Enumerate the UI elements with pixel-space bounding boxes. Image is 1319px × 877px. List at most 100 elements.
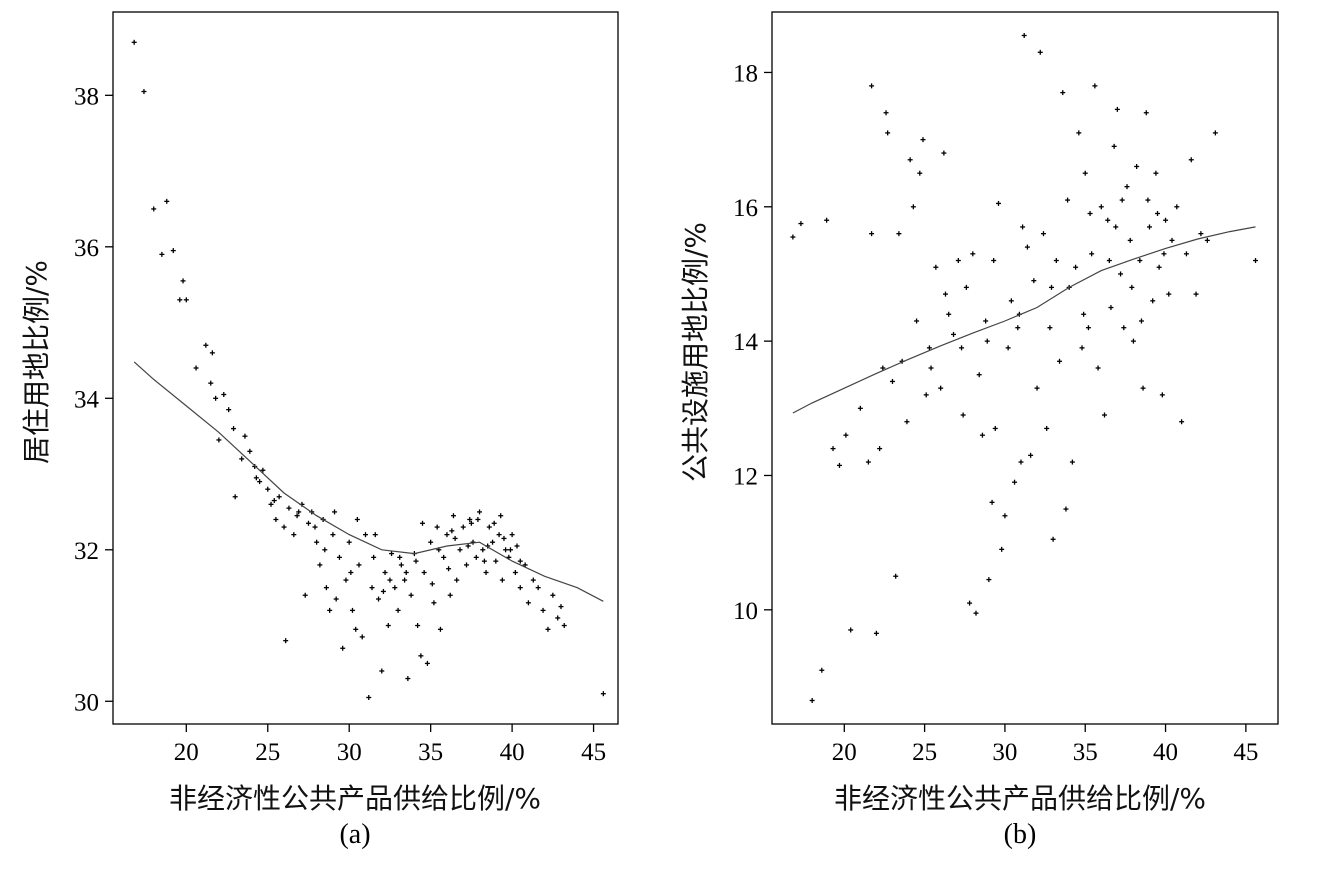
data-point — [475, 516, 481, 522]
data-point — [963, 284, 969, 290]
data-point — [999, 546, 1005, 552]
data-point — [928, 365, 934, 371]
data-point — [1121, 325, 1127, 331]
data-point — [294, 513, 300, 519]
data-point — [561, 623, 567, 629]
x-tick-label: 35 — [1073, 739, 1098, 766]
data-point — [221, 392, 227, 398]
y-tick-label: 38 — [74, 83, 99, 110]
data-point — [498, 513, 504, 519]
data-point — [926, 345, 932, 351]
data-point — [327, 607, 333, 613]
data-point — [446, 566, 452, 572]
data-point — [1161, 251, 1167, 257]
data-point — [216, 437, 222, 443]
data-point — [923, 392, 929, 398]
data-point — [809, 697, 815, 703]
data-point — [444, 532, 450, 538]
data-point — [413, 558, 419, 564]
data-point — [1012, 479, 1018, 485]
data-point — [257, 479, 263, 485]
panel-label: (b) — [1004, 819, 1037, 850]
data-point — [1098, 204, 1104, 210]
data-point — [824, 217, 830, 223]
data-point — [1089, 251, 1095, 257]
data-point — [493, 558, 499, 564]
data-point — [967, 600, 973, 606]
data-point — [239, 456, 245, 462]
data-point — [550, 592, 556, 598]
data-point — [231, 426, 237, 432]
data-point — [441, 554, 447, 560]
data-point — [177, 297, 183, 303]
data-point — [1111, 143, 1117, 149]
data-point — [131, 39, 137, 45]
data-point — [507, 547, 513, 553]
data-point — [1183, 251, 1189, 257]
data-point — [312, 524, 318, 530]
data-point — [1212, 130, 1218, 136]
data-point — [1060, 90, 1066, 96]
data-point — [1137, 258, 1143, 264]
x-tick-label: 45 — [1233, 739, 1258, 766]
data-point — [509, 532, 515, 538]
data-point — [955, 258, 961, 264]
data-point — [247, 448, 253, 454]
data-point — [447, 592, 453, 598]
x-axis-label: 非经济性公共产品供给比例/% — [169, 782, 541, 815]
data-point — [503, 547, 509, 553]
data-point — [1063, 506, 1069, 512]
data-point — [1134, 163, 1140, 169]
y-tick-label: 10 — [733, 598, 758, 625]
data-point — [418, 653, 424, 659]
y-tick-label: 14 — [733, 329, 759, 356]
data-point — [1028, 452, 1034, 458]
data-point — [1163, 217, 1169, 223]
data-point — [276, 494, 282, 500]
data-point — [483, 570, 489, 576]
data-point — [392, 585, 398, 591]
data-point — [183, 297, 189, 303]
data-point — [1073, 264, 1079, 270]
data-point — [159, 251, 165, 257]
data-point — [348, 570, 354, 576]
y-tick-label: 16 — [733, 195, 758, 222]
data-point — [865, 459, 871, 465]
y-tick-label: 34 — [74, 386, 100, 413]
data-point — [480, 547, 486, 553]
data-point — [991, 258, 997, 264]
data-point — [946, 311, 952, 317]
data-point — [857, 405, 863, 411]
data-point — [395, 607, 401, 613]
data-point — [819, 667, 825, 673]
data-point — [424, 660, 430, 666]
data-point — [1095, 365, 1101, 371]
data-point — [1188, 157, 1194, 163]
data-point — [343, 577, 349, 583]
data-point — [540, 607, 546, 613]
data-point — [486, 524, 492, 530]
data-point — [984, 338, 990, 344]
data-point — [545, 626, 551, 632]
data-point — [454, 577, 460, 583]
data-point — [889, 378, 895, 384]
smooth-fit-line — [792, 226, 1256, 414]
data-point — [1146, 224, 1152, 230]
data-point — [941, 150, 947, 156]
data-point — [164, 198, 170, 204]
data-point — [960, 412, 966, 418]
data-point — [933, 264, 939, 270]
data-point — [260, 467, 266, 473]
data-point — [873, 630, 879, 636]
data-point — [450, 513, 456, 519]
panel-b: 20 25 30 35 40 45 10 12 14 16 18 非经济性公共产品供给比例/% (b… — [679, 11, 1279, 850]
data-point — [317, 562, 323, 568]
data-point — [1005, 345, 1011, 351]
data-point — [1031, 278, 1037, 284]
data-point — [885, 130, 891, 136]
data-point — [286, 505, 292, 511]
data-point — [1127, 237, 1133, 243]
data-point — [600, 691, 606, 697]
data-point — [910, 204, 916, 210]
